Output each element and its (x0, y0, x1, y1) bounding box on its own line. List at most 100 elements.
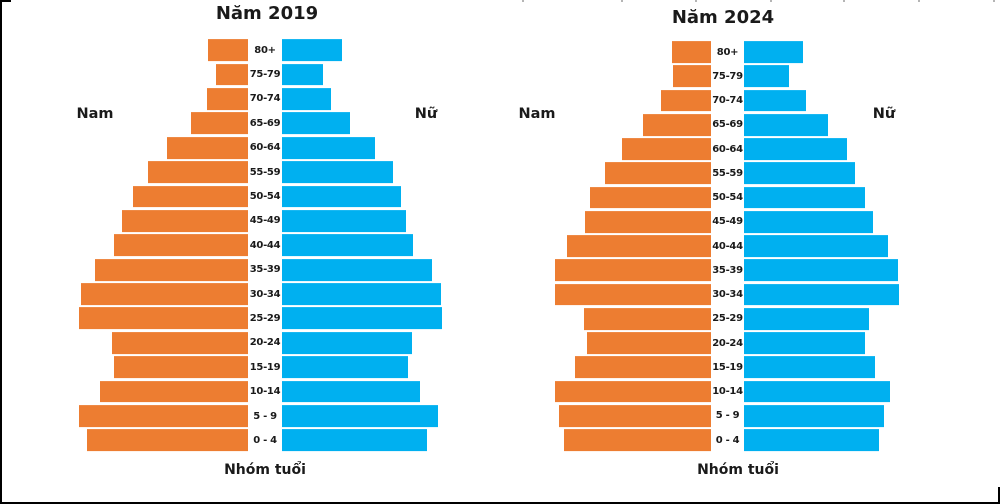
pyramid-row: 65-69 (78, 111, 452, 135)
male-bar-60-64 (167, 136, 248, 159)
pyramid-row: 60-64 (541, 137, 914, 161)
male-bar-35-39 (95, 258, 248, 281)
age-group-label: 80+ (716, 46, 739, 58)
age-group-label: 20-24 (712, 337, 743, 349)
pyramid-row: 80+ (541, 40, 914, 64)
pyramid-row: 60-64 (78, 136, 452, 160)
top-edge-tick-artifact (843, 0, 845, 2)
age-group-label: 15-19 (249, 361, 281, 373)
male-bar-cell (541, 404, 711, 428)
female-bar-30-34 (282, 283, 441, 305)
top-edge-tick-artifact (695, 0, 697, 2)
age-group-label: 55-59 (249, 166, 281, 178)
pyramid-row: 45-49 (78, 209, 452, 233)
female-bar-45-49 (744, 210, 873, 233)
female-bar-cell (744, 234, 914, 258)
female-bar-cell (744, 89, 914, 113)
female-bar-40-44 (744, 235, 888, 258)
male-bar-45-49 (122, 210, 248, 232)
female-bar-5-9 (744, 404, 884, 427)
male-bar-cell (541, 307, 711, 331)
age-group-label: 75-79 (712, 70, 743, 82)
male-bar-15-19 (114, 356, 248, 379)
female-bar-cell (282, 209, 452, 233)
female-bar-20-24 (282, 331, 412, 354)
male-bar-cell (541, 64, 711, 88)
male-bar-80+ (672, 41, 711, 64)
pyramid-row: 80+ (78, 38, 452, 62)
age-group-label: 30-34 (249, 288, 281, 300)
female-bar-cell (744, 64, 914, 88)
male-bar-75-79 (216, 63, 248, 86)
male-bar-75-79 (673, 65, 711, 88)
male-bar-70-74 (207, 88, 248, 110)
female-bar-5-9 (282, 405, 438, 427)
male-bar-25-29 (584, 307, 711, 330)
male-bar-cell (78, 38, 248, 62)
male-bar-cell (78, 62, 248, 86)
female-bar-0-4 (744, 429, 879, 452)
female-bar-cell (282, 379, 452, 403)
pyramid-row: 30-34 (78, 282, 452, 306)
chart-title-2019: Năm 2019 (215, 3, 319, 24)
female-bar-cell (282, 233, 452, 257)
female-bar-80+ (282, 39, 342, 62)
image-right-border-segment (998, 487, 1000, 504)
top-edge-tick-artifact (621, 0, 623, 2)
female-bar-cell (282, 38, 452, 62)
male-bar-30-34 (555, 283, 711, 306)
female-bar-cell (282, 306, 452, 330)
female-bar-cell (282, 331, 452, 355)
pyramid-row: 20-24 (541, 331, 914, 355)
female-bar-cell (744, 404, 914, 428)
male-bar-cell (78, 111, 248, 135)
age-group-label: 0 - 4 (253, 434, 277, 446)
age-group-label: 25-29 (712, 313, 743, 325)
male-bar-cell (78, 331, 248, 355)
image-bottom-border (0, 502, 1000, 504)
male-bar-15-19 (575, 356, 711, 379)
age-group-label: 45-49 (249, 215, 281, 227)
female-bar-55-59 (744, 162, 855, 185)
pyramid-row: 20-24 (78, 331, 452, 355)
male-bar-40-44 (114, 234, 248, 257)
male-bar-cell (78, 160, 248, 184)
female-bar-cell (744, 113, 914, 137)
female-bar-30-34 (744, 283, 899, 306)
male-bar-cell (78, 136, 248, 160)
age-group-label: 55-59 (712, 167, 743, 179)
female-bar-60-64 (282, 136, 375, 159)
male-bar-70-74 (661, 89, 711, 112)
male-bar-55-59 (605, 162, 711, 185)
pyramid-row: 70-74 (541, 89, 914, 113)
pyramid-row: 10-14 (78, 379, 452, 403)
population-pyramid-2024: 80+ 75-79 70-74 65-69 60-64 55-59 50-54 45-49 40… (541, 40, 914, 452)
female-bar-50-54 (744, 186, 865, 209)
male-bar-50-54 (590, 186, 711, 209)
male-bar-cell (78, 306, 248, 330)
female-bar-cell (282, 258, 452, 282)
male-bar-40-44 (567, 235, 711, 258)
image-left-border (0, 0, 2, 504)
male-bar-cell (78, 282, 248, 306)
male-bar-55-59 (148, 161, 248, 184)
age-group-label: 60-64 (712, 143, 743, 155)
age-group-label: 40-44 (712, 240, 743, 252)
pyramid-row: 10-14 (541, 380, 914, 404)
female-bar-cell (744, 186, 914, 210)
male-bar-cell (541, 89, 711, 113)
female-bar-cell (744, 210, 914, 234)
female-bar-cell (744, 161, 914, 185)
male-bar-80+ (208, 39, 248, 62)
male-bar-cell (541, 283, 711, 307)
pyramid-section-2019: Năm 2019 Nam Nữ 80+ 75-79 70-74 65-69 60-64 5… (76, 3, 452, 478)
pyramid-row: 50-54 (78, 184, 452, 208)
category-axis-label-2024: Nhóm tuổi (697, 462, 779, 478)
female-bar-65-69 (282, 112, 350, 135)
male-side-label-2024: Nam (518, 106, 556, 122)
male-bar-cell (78, 233, 248, 257)
age-group-label: 65-69 (249, 117, 281, 129)
female-bar-cell (282, 160, 452, 184)
age-group-label: 50-54 (249, 191, 281, 203)
age-group-label: 15-19 (712, 361, 743, 373)
